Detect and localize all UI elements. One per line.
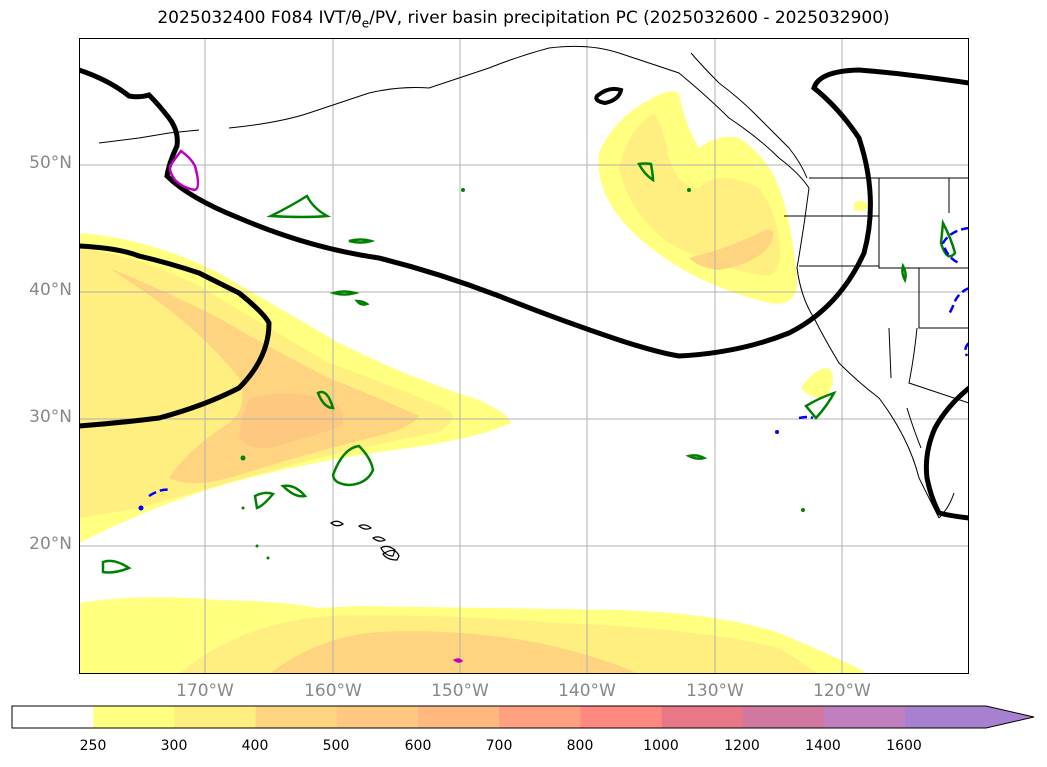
map-canvas bbox=[79, 38, 969, 674]
hawaii-islands bbox=[329, 520, 400, 561]
green-contours bbox=[101, 162, 957, 574]
colorbar-segment bbox=[336, 706, 419, 728]
colorbar-segment bbox=[12, 706, 94, 728]
colorbar bbox=[11, 705, 1035, 729]
colorbar-segment bbox=[499, 706, 581, 728]
lon-label-150w: 150°W bbox=[431, 681, 489, 701]
lat-label-30n: 30°N bbox=[29, 407, 72, 427]
colorbar-segment bbox=[255, 706, 338, 728]
colorbar-segment bbox=[93, 706, 175, 728]
green-dots bbox=[240, 188, 805, 560]
colorbar-tick-700: 700 bbox=[485, 738, 513, 754]
lat-label-20n: 20°N bbox=[29, 534, 72, 554]
colorbar-extend-arrow bbox=[986, 706, 1034, 728]
map-frame bbox=[79, 38, 969, 674]
colorbar-tick-600: 600 bbox=[404, 738, 432, 754]
colorbar-tick-250: 250 bbox=[79, 738, 107, 754]
colorbar-frame bbox=[11, 705, 1035, 729]
colorbar-tick-1600: 1600 bbox=[886, 738, 922, 754]
lon-label-120w: 120°W bbox=[813, 681, 871, 701]
chart-title: 2025032400 F084 IVT/θe/PV, river basin p… bbox=[157, 8, 890, 31]
colorbar-segment bbox=[824, 706, 906, 728]
colorbar-tick-500: 500 bbox=[322, 738, 350, 754]
magenta-blob bbox=[453, 658, 463, 663]
coastlines bbox=[98, 45, 969, 519]
colorbar-tick-400: 400 bbox=[241, 738, 269, 754]
lon-label-130w: 130°W bbox=[686, 681, 744, 701]
colorbar-tick-800: 800 bbox=[566, 738, 594, 754]
colorbar-tick-1400: 1400 bbox=[805, 738, 841, 754]
colorbar-segment bbox=[174, 706, 257, 728]
lat-label-40n: 40°N bbox=[29, 280, 72, 300]
colorbar-tick-1200: 1200 bbox=[724, 738, 760, 754]
colorbar-segment bbox=[418, 706, 500, 728]
colorbar-segment bbox=[742, 706, 825, 728]
blue-dots bbox=[138, 430, 779, 511]
colorbar-segment bbox=[905, 706, 987, 728]
colorbar-tick-1000: 1000 bbox=[643, 738, 679, 754]
ivt-shading-south bbox=[79, 597, 869, 674]
lon-label-170w: 170°W bbox=[176, 681, 234, 701]
black-contours bbox=[79, 67, 969, 521]
colorbar-tick-300: 300 bbox=[160, 738, 188, 754]
colorbar-segments bbox=[12, 706, 1034, 728]
black-contour-loop bbox=[594, 86, 624, 106]
ivt-shading-northeast-hook bbox=[598, 91, 869, 398]
colorbar-segment bbox=[580, 706, 663, 728]
magenta-contours bbox=[168, 149, 200, 192]
map-panel bbox=[79, 38, 969, 674]
colorbar-segment bbox=[661, 706, 744, 728]
graticule bbox=[79, 38, 969, 674]
lon-label-140w: 140°W bbox=[558, 681, 616, 701]
lon-label-160w: 160°W bbox=[304, 681, 362, 701]
ivt-shading-west-plume bbox=[79, 233, 511, 543]
lat-label-50n: 50°N bbox=[29, 153, 72, 173]
